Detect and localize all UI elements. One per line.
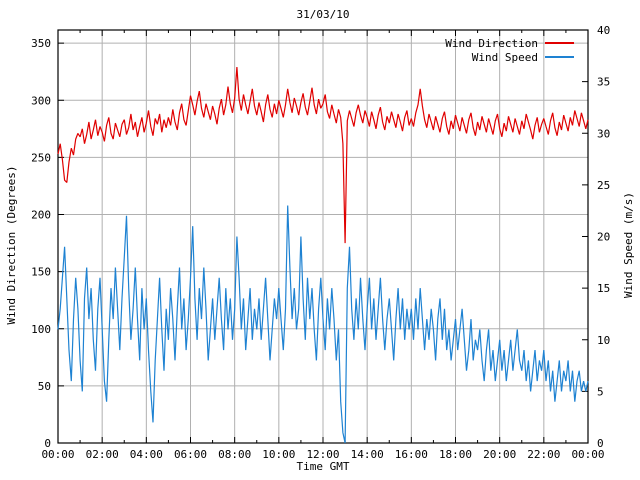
x-tick-label: 02:00: [86, 448, 119, 461]
y-right-tick-label: 10: [597, 334, 610, 347]
y-right-tick-label: 5: [597, 385, 604, 398]
y-right-tick-label: 25: [597, 179, 610, 192]
x-tick-label: 10:00: [262, 448, 295, 461]
x-tick-label: 04:00: [130, 448, 163, 461]
y-right-tick-label: 30: [597, 127, 610, 140]
wind-speed-line: [57, 205, 589, 444]
x-tick-label: 16:00: [395, 448, 428, 461]
x-tick-label: 14:00: [351, 448, 384, 461]
x-tick-label: 20:00: [483, 448, 516, 461]
legend-label-wind-speed: Wind Speed: [471, 50, 538, 64]
y-right-tick-label: 15: [597, 282, 610, 295]
x-tick-label: 18:00: [439, 448, 472, 461]
legend: Wind Direction Wind Speed: [445, 36, 574, 64]
y-axis-left-label: Wind Direction (Degrees): [5, 165, 18, 325]
y-left-tick-label: 350: [31, 37, 51, 50]
x-axis-label: Time GMT: [296, 460, 350, 473]
x-tick-label: 08:00: [218, 448, 251, 461]
x-tick-label: 06:00: [174, 448, 207, 461]
y-left-tick-label: 100: [31, 323, 51, 336]
y-right-tick-label: 0: [597, 437, 604, 450]
legend-entry-wind-direction: Wind Direction: [445, 36, 574, 50]
y-left-tick-label: 300: [31, 94, 51, 107]
legend-label-wind-direction: Wind Direction: [445, 36, 538, 50]
legend-line-sample-blue: [545, 56, 574, 58]
y-right-tick-label: 40: [597, 24, 610, 37]
x-tick-label: 00:00: [41, 448, 74, 461]
y-left-tick-label: 0: [44, 437, 51, 450]
x-tick-label: 22:00: [527, 448, 560, 461]
chart-title: 31/03/10: [296, 8, 350, 21]
x-tick-label: 12:00: [306, 448, 339, 461]
legend-entry-wind-speed: Wind Speed: [445, 50, 574, 64]
wind-direction-line: [57, 67, 589, 244]
y-left-tick-label: 250: [31, 151, 51, 164]
y-left-tick-label: 150: [31, 266, 51, 279]
y-right-tick-label: 35: [597, 76, 610, 89]
x-tick-label: 00:00: [571, 448, 604, 461]
y-axis-right-label: Wind Speed (m/s): [622, 192, 635, 298]
y-left-tick-label: 200: [31, 209, 51, 222]
y-right-tick-label: 20: [597, 231, 610, 244]
y-left-tick-label: 50: [38, 380, 51, 393]
legend-line-sample-red: [545, 42, 574, 44]
